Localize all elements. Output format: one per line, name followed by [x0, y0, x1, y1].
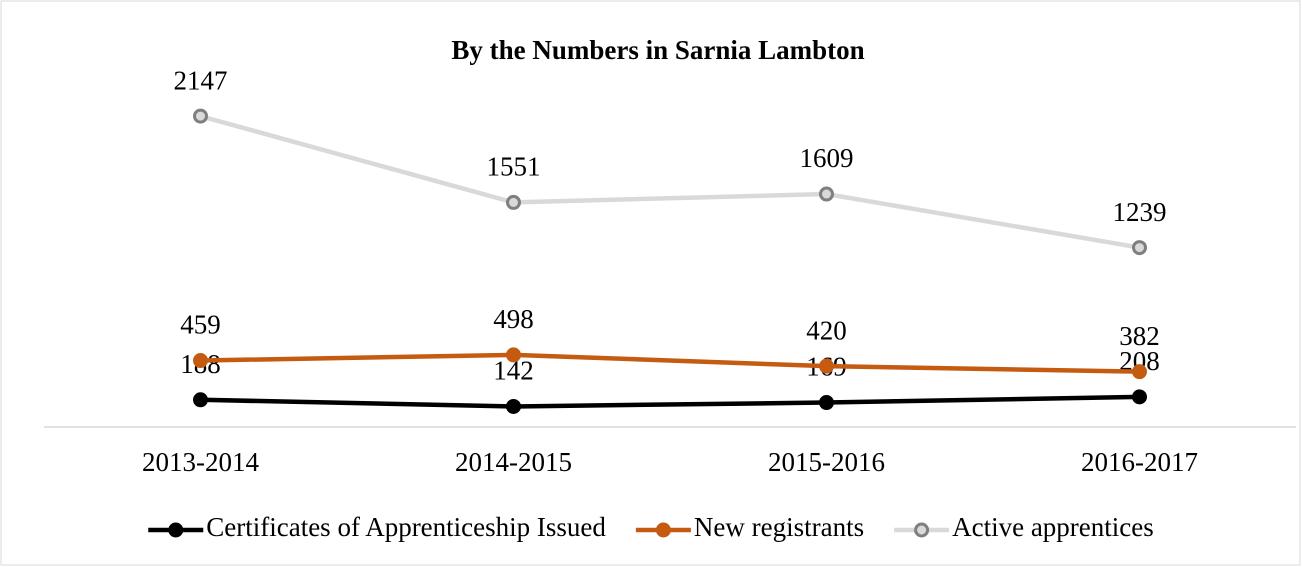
x-tick-label: 2015-2016 [768, 447, 885, 477]
series-line [199, 113, 1140, 250]
data-label: 1551 [487, 152, 541, 182]
point-marker [506, 347, 521, 363]
x-tick-label: 2013-2014 [142, 447, 259, 477]
data-label: 1239 [1113, 197, 1167, 227]
point-marker [819, 186, 834, 202]
legend-item: New registrants [635, 512, 864, 542]
x-tick-label: 2014-2015 [455, 447, 572, 477]
point-marker [1132, 240, 1147, 256]
data-label: 382 [1119, 321, 1160, 351]
chart-title: By the Numbers in Sarnia Lambton [451, 35, 864, 65]
point-marker [819, 358, 834, 374]
legend-label: Active apprentices [952, 512, 1154, 542]
data-label: 2147 [174, 65, 228, 95]
data-label: 498 [493, 304, 534, 334]
point-marker [1132, 389, 1147, 405]
point-marker [506, 194, 521, 210]
legend-marker [655, 522, 671, 538]
legend-label: New registrants [694, 512, 864, 542]
x-tick-label: 2016-2017 [1081, 447, 1198, 477]
point-marker [1132, 364, 1147, 380]
data-label: 459 [180, 310, 221, 340]
series-line [200, 352, 1140, 374]
point-marker [193, 392, 208, 408]
legend-marker [914, 522, 930, 538]
point-marker [506, 398, 521, 414]
legend-label: Certificates of Apprenticeship Issued [206, 512, 606, 542]
legend-item: Certificates of Apprenticeship Issued [148, 512, 606, 542]
legend-marker [168, 522, 184, 538]
data-label: 420 [806, 315, 847, 345]
legend-item: Active apprentices [894, 512, 1154, 542]
series-line [200, 394, 1140, 409]
point-marker [819, 395, 834, 411]
point-marker [193, 108, 208, 124]
data-label: 1609 [800, 143, 854, 173]
point-marker [193, 353, 208, 369]
